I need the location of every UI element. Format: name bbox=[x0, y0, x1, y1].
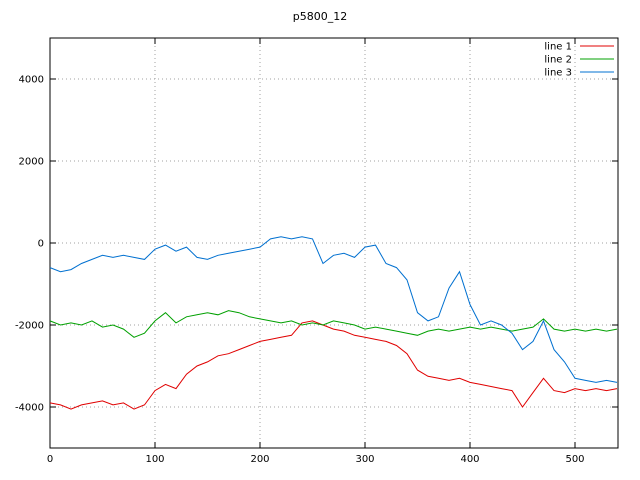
x-tick-label: 300 bbox=[355, 454, 374, 465]
chart-title: p5800_12 bbox=[292, 10, 348, 23]
x-tick-label: 100 bbox=[145, 454, 164, 465]
series-line-2 bbox=[49, 310, 618, 338]
series-line-3 bbox=[49, 236, 618, 383]
y-tick-label: 4000 bbox=[19, 75, 44, 86]
series-line-1 bbox=[49, 320, 618, 410]
y-tick-label: 2000 bbox=[19, 157, 44, 168]
y-tick-label: 0 bbox=[38, 239, 44, 250]
x-tick-label: 500 bbox=[565, 454, 584, 465]
legend-item-label: line 2 bbox=[544, 55, 572, 66]
y-tick-label: -4000 bbox=[15, 403, 44, 414]
x-tick-label: 0 bbox=[47, 454, 53, 465]
x-tick-label: 400 bbox=[460, 454, 479, 465]
y-tick-label: -2000 bbox=[15, 321, 44, 332]
legend-item-label: line 3 bbox=[544, 68, 572, 79]
legend-item-label: line 1 bbox=[544, 42, 572, 53]
x-tick-label: 200 bbox=[250, 454, 269, 465]
